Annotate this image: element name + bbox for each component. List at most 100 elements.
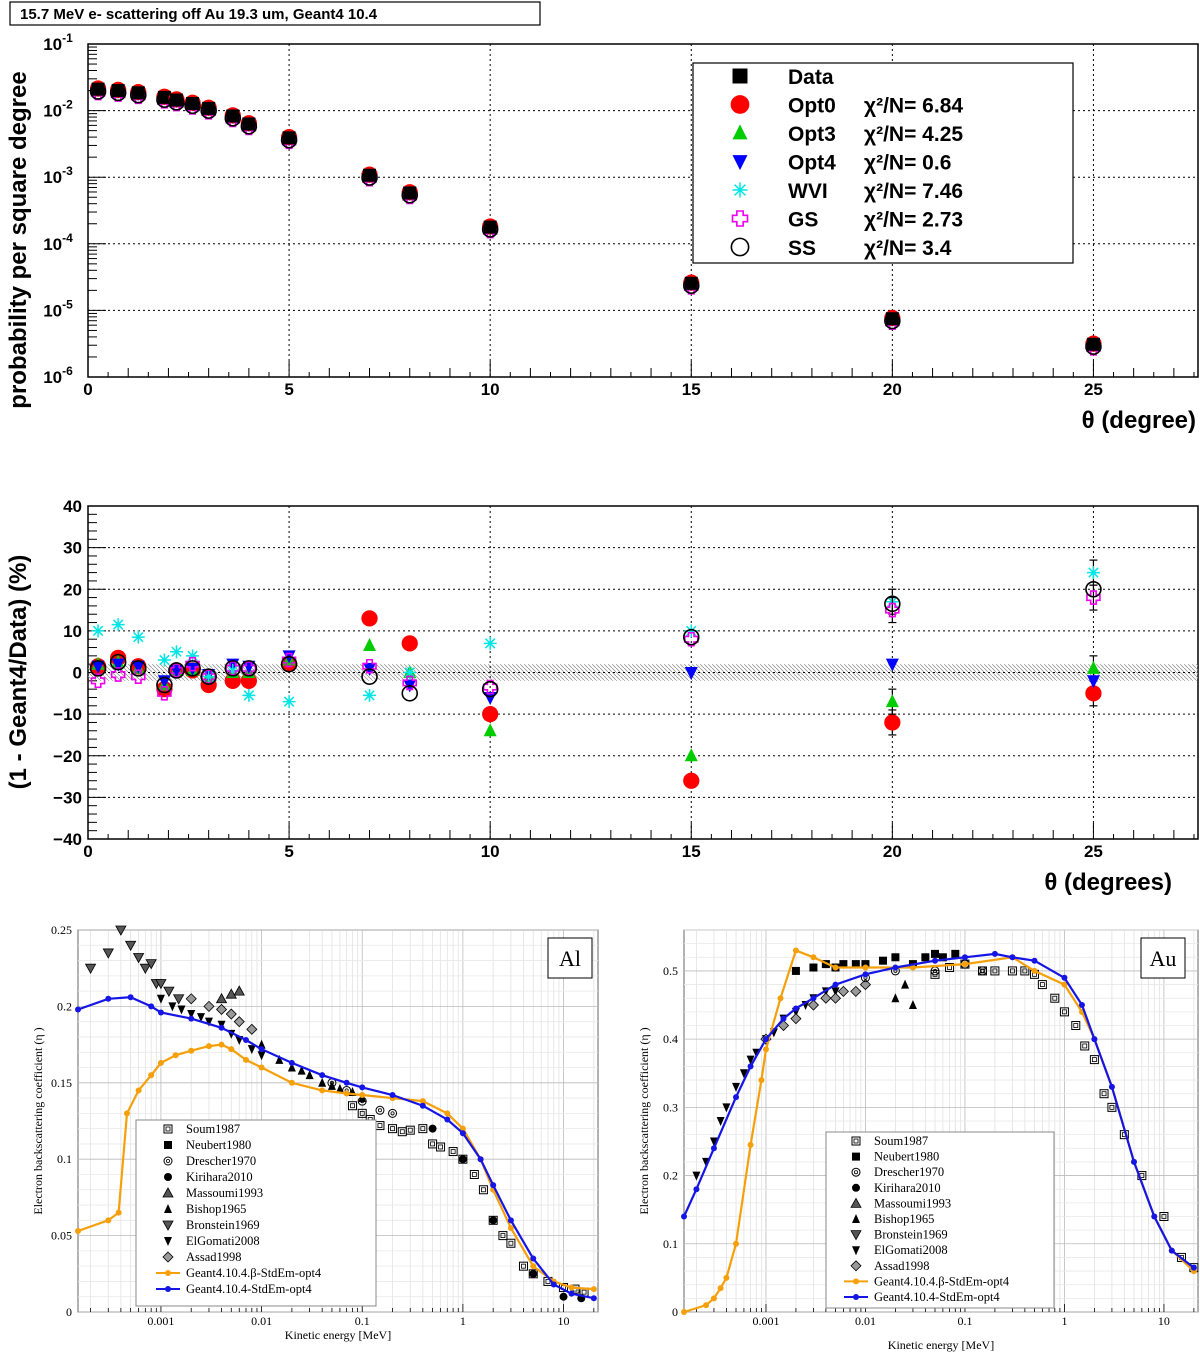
series-point	[832, 964, 839, 971]
exp-point-soum1987	[1099, 1089, 1109, 1099]
series-point	[389, 1092, 396, 1099]
exp-point-elgomati2008	[716, 1117, 725, 1126]
x-tick-label: 1	[1061, 1314, 1067, 1328]
legend-label: Bishop1965	[186, 1202, 246, 1216]
data-point-opt3	[1086, 660, 1100, 674]
data-point-data	[483, 220, 497, 234]
data-point-data	[282, 131, 296, 145]
legend-marker-opt3	[732, 124, 748, 140]
legend-label: Data	[788, 66, 834, 89]
legend-label: Geant4.10.4.β-StdEm-opt4	[874, 1274, 1010, 1288]
grid-lines	[88, 506, 1198, 839]
y-tick-label: 0.05	[51, 1229, 72, 1243]
data-point-opt0	[361, 610, 378, 627]
legend-label: Opt3	[788, 123, 836, 146]
exp-point-assad1998	[790, 1013, 802, 1025]
exp-point-bishop1965	[305, 1070, 314, 1080]
data-point-wvi	[202, 670, 216, 684]
legend-stat: χ²/N= 3.4	[864, 237, 952, 260]
data-point-opt4	[131, 660, 145, 674]
exp-point-elgomati2008	[746, 1055, 755, 1065]
panel-relative-difference: 0 5 10 15 20 25 −40 −30 −20 −10 0 10 20 30 40 θ (degre…	[5, 497, 1199, 896]
y-tick-label: −30	[53, 788, 82, 807]
exp-point-elgomati2008	[852, 1246, 860, 1256]
series-point	[747, 1063, 754, 1070]
exp-point-soum1987	[436, 1142, 446, 1152]
data-point-data	[226, 109, 240, 123]
exp-point-elgomati2008	[204, 1017, 213, 1027]
exp-point-bishop1965	[275, 1054, 284, 1064]
series-point	[780, 1015, 787, 1022]
exp-point-soum1987	[498, 1231, 508, 1241]
x-tick-label: 25	[1084, 842, 1103, 861]
legend-stat: χ²/N= 0.6	[864, 152, 951, 175]
series-point	[172, 1052, 179, 1059]
y-tick-label: 0.1	[57, 1152, 72, 1166]
exp-point-elgomati2008	[692, 1171, 701, 1181]
y-tick-label: 0.1	[663, 1237, 678, 1251]
series-point	[1108, 1083, 1115, 1090]
exp-point-bishop1965	[318, 1077, 327, 1087]
exp-point-neubert1980	[931, 949, 940, 958]
exp-point-neubert1980	[891, 953, 900, 962]
series-point	[288, 1079, 295, 1086]
series-point	[188, 1047, 195, 1054]
exp-point-elgomati2008	[257, 1051, 266, 1061]
series-point	[258, 1046, 265, 1053]
exp-point-bishop1965	[335, 1083, 344, 1093]
series-point	[723, 1274, 730, 1281]
series-point	[733, 1094, 740, 1101]
y-tick-label: 0	[672, 1305, 678, 1319]
x-tick-label: 0.01	[855, 1314, 876, 1328]
panel-angular-distribution: 15.7 MeV e- scattering off Au 19.3 um, G…	[5, 1, 1199, 434]
simulation-lines	[75, 994, 597, 1302]
exp-point-kirihara2010	[529, 1269, 538, 1278]
y-tick-label: −40	[53, 830, 82, 849]
data-point-data	[885, 312, 899, 326]
exp-point-bronstein1969	[115, 925, 127, 936]
series-point	[961, 961, 968, 968]
series-point	[218, 1024, 225, 1031]
data-point-data	[202, 101, 216, 115]
data-point-opt0	[884, 714, 901, 731]
series-point	[792, 1005, 799, 1012]
series-point	[568, 1290, 575, 1297]
series-point	[932, 957, 939, 964]
exp-point-bronstein1969	[163, 986, 175, 997]
exp-point-kirihara2010	[559, 1292, 568, 1301]
exp-point-bishop1965	[164, 1204, 172, 1213]
exp-point-elgomati2008	[831, 987, 840, 997]
data-point-wvi	[169, 645, 183, 659]
data-point-wvi	[91, 624, 105, 638]
y-axis-label: Electron backscattering coefficient (η )	[637, 1027, 651, 1214]
series-point	[991, 950, 998, 957]
data-point-opt4	[684, 666, 698, 680]
data-point-wvi	[403, 666, 417, 679]
data-point-gs	[402, 675, 418, 691]
x-tick-label: 10	[481, 380, 500, 399]
legend-label: Bronstein1969	[186, 1218, 260, 1232]
exp-point-assad1998	[215, 1003, 228, 1016]
series-point	[961, 954, 968, 961]
exp-point-elgomati2008	[247, 1045, 256, 1055]
series-point	[1061, 974, 1068, 981]
grid-lines	[88, 44, 1198, 377]
series-point	[75, 1006, 81, 1013]
legend-stat: χ²/N= 2.73	[864, 209, 963, 232]
data-point-ss	[184, 660, 201, 677]
series-point	[490, 1182, 497, 1189]
exp-point-assad1998	[837, 985, 849, 997]
series-point	[319, 1072, 326, 1079]
y-tick-label: 0	[73, 664, 82, 683]
data-point-data	[169, 93, 183, 107]
data-point-gs	[130, 669, 146, 684]
exp-point-massoumi1993	[233, 985, 245, 996]
series-point	[832, 981, 839, 988]
exp-point-drescher1970	[977, 966, 987, 976]
series-point	[681, 1213, 687, 1220]
data-point-ss	[89, 660, 107, 677]
series-point	[590, 1295, 597, 1302]
data-point-wvi	[483, 636, 497, 650]
series-point	[359, 1092, 366, 1099]
